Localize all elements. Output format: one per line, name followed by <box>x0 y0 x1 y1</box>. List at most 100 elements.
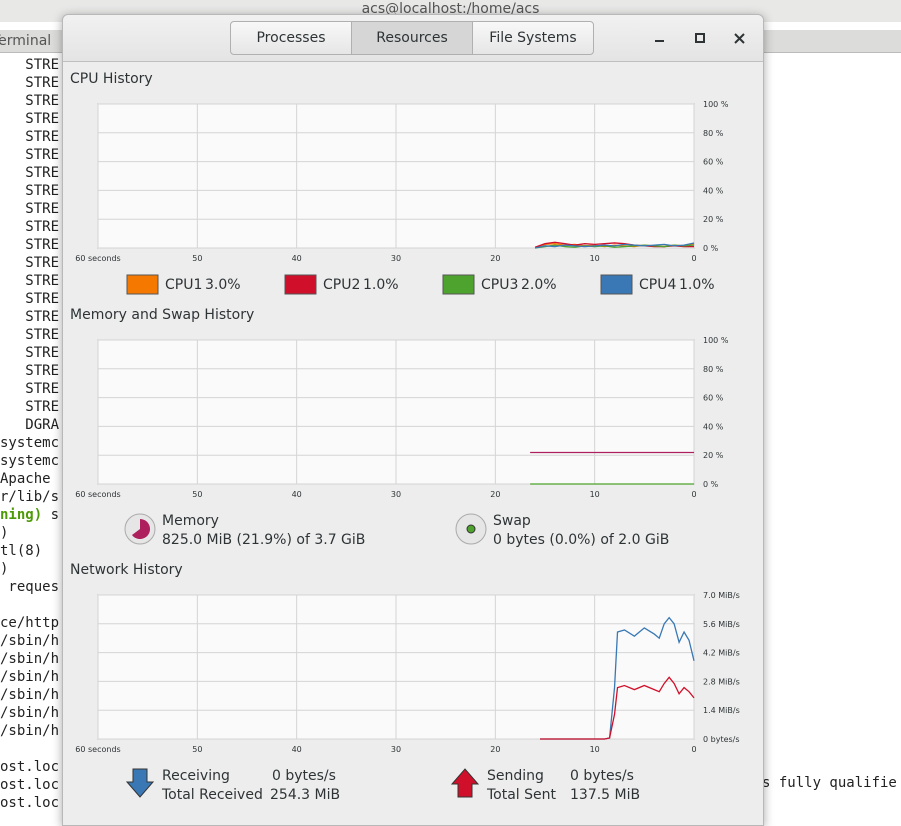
terminal-line: STRE <box>0 254 59 272</box>
header-bar: Processes Resources File Systems <box>63 15 763 62</box>
legend-total-label: Total Sent <box>486 787 557 803</box>
legend-pie <box>466 524 476 534</box>
legend-rate: 0 bytes/s <box>272 768 336 784</box>
terminal-line: STRE <box>0 182 59 200</box>
terminal-line: ce/http <box>0 614 59 632</box>
terminal-line: STRE <box>0 398 59 416</box>
y-tick-label: 80 % <box>703 365 724 374</box>
x-tick-label: 20 <box>490 490 500 499</box>
terminal-text: STRE <box>0 273 60 289</box>
terminal-text: /sbin/h <box>0 651 60 667</box>
terminal-text: STRE <box>0 345 60 361</box>
terminal-text: ce/http <box>0 615 60 631</box>
terminal-line: ost.loc <box>0 794 59 812</box>
terminal-line: STRE <box>0 272 59 290</box>
terminal-line: STRE <box>0 200 59 218</box>
terminal-text: DGRA <box>0 417 60 433</box>
legend-name: Swap <box>493 513 531 529</box>
y-tick-label: 4.2 MiB/s <box>703 649 740 658</box>
terminal-text: systemc <box>0 435 60 451</box>
close-button[interactable] <box>734 33 745 44</box>
terminal-text: STRE <box>0 57 60 73</box>
terminal-line: STRE <box>0 236 59 254</box>
x-tick-label: 60 seconds <box>75 745 120 754</box>
terminal-text: STRE <box>0 129 60 145</box>
legend-usage: 3.0% <box>205 277 241 293</box>
terminal-line: STRE <box>0 110 59 128</box>
section-title: Network History <box>70 562 183 578</box>
view-switcher: Processes Resources File Systems <box>230 21 594 55</box>
terminal-line: /sbin/h <box>0 704 59 722</box>
y-tick-label: 0 bytes/s <box>703 735 740 744</box>
terminal-line: STRE <box>0 56 59 74</box>
terminal-line: ost.loc <box>0 758 59 776</box>
legend-pie <box>132 519 151 539</box>
terminal-text: /sbin/h <box>0 723 60 739</box>
view-tab[interactable]: Resources <box>351 21 473 55</box>
terminal-text: Apache <box>0 471 51 487</box>
x-tick-label: 0 <box>691 490 696 499</box>
view-tab[interactable]: Processes <box>230 21 352 55</box>
terminal-text: STRE <box>0 255 60 271</box>
y-tick-label: 0 % <box>703 244 719 253</box>
terminal-text: /sbin/h <box>0 669 60 685</box>
legend-name: CPU4 <box>639 277 676 293</box>
legend-name: Receiving <box>162 768 230 784</box>
legend-swatch <box>442 274 475 295</box>
y-tick-label: 60 % <box>703 394 724 403</box>
y-tick-label: 5.6 MiB/s <box>703 620 740 629</box>
terminal-text: STRE <box>0 75 60 91</box>
legend-name: CPU1 <box>165 277 202 293</box>
legend-name: Sending <box>487 768 544 784</box>
x-tick-label: 50 <box>192 745 202 754</box>
terminal-text: STRE <box>0 201 60 217</box>
terminal-text: ost.loc <box>0 777 60 793</box>
section-title: CPU History <box>70 71 153 87</box>
terminal-text: STRE <box>0 93 60 109</box>
terminal-line: STRE <box>0 164 59 182</box>
terminal-line: systemc <box>0 434 59 452</box>
terminal-line: reques <box>0 578 59 596</box>
legend-total: 254.3 MiB <box>270 787 340 803</box>
terminal-line: STRE <box>0 344 59 362</box>
terminal-text: STRE <box>0 363 60 379</box>
terminal-text: STRE <box>0 219 60 235</box>
legend-arrow <box>125 768 155 798</box>
x-tick-label: 30 <box>391 490 401 499</box>
terminal-text: STRE <box>0 381 60 397</box>
terminal-text: STRE <box>0 291 60 307</box>
terminal-text: reques <box>0 579 60 595</box>
terminal-line: tl(8) <box>0 542 59 560</box>
terminal-line: STRE <box>0 146 59 164</box>
legend-swatch <box>126 274 159 295</box>
legend-name: CPU3 <box>481 277 518 293</box>
terminal-line: STRE <box>0 128 59 146</box>
maximize-button[interactable] <box>695 33 705 43</box>
terminal-line: ) <box>0 560 59 578</box>
x-tick-label: 40 <box>292 490 302 499</box>
x-tick-label: 40 <box>292 745 302 754</box>
terminal-text: r/lib/s <box>0 489 60 505</box>
terminal-tab[interactable]: Terminal <box>0 33 52 49</box>
terminal-text: /sbin/h <box>0 705 60 721</box>
x-tick-label: 10 <box>590 490 600 499</box>
terminal-line: DGRA <box>0 416 59 434</box>
y-tick-label: 40 % <box>703 422 724 431</box>
terminal-text: systemc <box>0 453 60 469</box>
terminal-text: STRE <box>0 147 60 163</box>
terminal-line: /sbin/h <box>0 686 59 704</box>
y-tick-label: 7.0 MiB/s <box>703 591 740 600</box>
terminal-line: STRE <box>0 362 59 380</box>
terminal-text: ) <box>0 525 9 541</box>
series-line <box>534 242 695 249</box>
terminal-text: tl(8) <box>0 543 43 559</box>
terminal-text: STRE <box>0 165 60 181</box>
x-tick-label: 30 <box>391 745 401 754</box>
terminal-output: STRE STRE STRE STRE STRE STRE STRE STRE … <box>0 56 59 812</box>
view-tab[interactable]: File Systems <box>472 21 594 55</box>
x-tick-label: 40 <box>292 254 302 263</box>
terminal-line: STRE <box>0 218 59 236</box>
terminal-text: ning) <box>0 507 43 523</box>
y-tick-label: 80 % <box>703 129 724 138</box>
terminal-line: /sbin/h <box>0 668 59 686</box>
